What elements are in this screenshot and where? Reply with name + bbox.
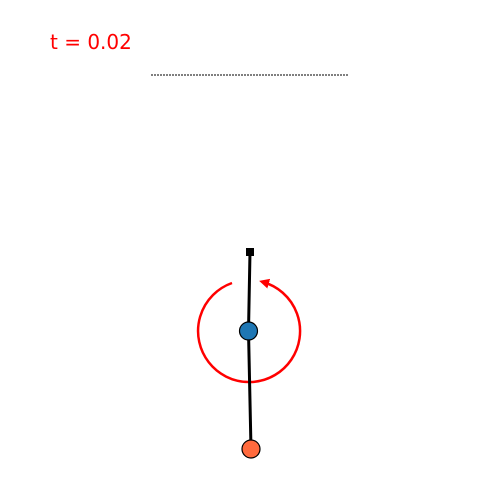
- time-readout: t = 0.02: [50, 30, 132, 54]
- joint-mass: [238, 321, 259, 341]
- pendulum-rod-upper: [247, 250, 252, 333]
- end-mass: [241, 439, 261, 459]
- pivot-point: [246, 248, 254, 256]
- pendulum-rod-lower: [247, 329, 253, 451]
